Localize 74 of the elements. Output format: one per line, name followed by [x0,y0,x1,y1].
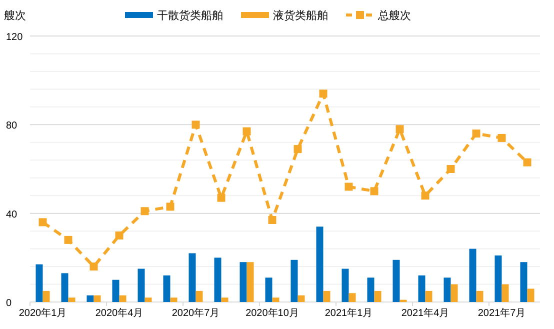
bar [418,275,426,302]
bar [527,288,534,302]
bar [196,290,203,302]
bar [163,275,170,302]
y-axis-title: 艘次 [4,10,26,22]
bar [119,295,126,302]
bar [221,298,228,302]
bar [392,260,400,302]
point [446,165,455,173]
bar [144,298,152,302]
point [38,218,47,226]
point [217,194,226,202]
bar [374,290,382,302]
point [498,134,506,142]
bar [316,226,324,302]
x-tick-label: 2020年7月 [172,307,220,319]
bar [494,255,502,302]
point [370,187,378,196]
x-tick-label: 2021年4月 [401,307,450,319]
bar [94,295,101,302]
bar [502,284,509,302]
bar [61,273,68,302]
point [268,216,276,224]
point [319,90,328,98]
point [396,125,404,134]
bar [240,262,247,302]
y-tick-label: 40 [6,209,18,220]
bar [42,290,50,302]
bar [476,290,484,302]
bar [265,278,272,302]
point [344,182,353,191]
bar [348,293,356,302]
point [115,232,124,240]
x-tick-label: 2021年7月 [478,307,526,319]
x-tick-label: 2021年1月 [324,307,373,319]
bar [86,295,94,302]
bar [367,278,374,302]
x-tick-label: 2020年1月 [18,307,67,319]
point [90,262,98,271]
bar [246,262,254,302]
y-tick-label: 0 [6,298,12,309]
bar [170,298,178,302]
bar [323,290,330,302]
bar [520,262,528,302]
point [242,127,251,136]
bar [290,260,298,302]
bar [469,248,476,302]
y-tick-label: 120 [6,32,24,43]
bar [214,258,222,302]
bar [68,298,76,302]
point [64,236,72,244]
point [166,202,174,211]
bar [138,268,145,302]
x-tick-label: 2020年10月 [246,307,299,319]
bar [272,298,280,302]
bar [444,278,451,302]
bar [425,290,432,302]
point [140,207,149,216]
point [192,120,200,129]
point [523,158,532,166]
bar [188,253,196,302]
bar [112,280,120,302]
x-tick-label: 2020年4月 [95,307,144,319]
bar [298,295,305,302]
legend-label: 干散货类船舶 [157,9,223,22]
bar [342,268,349,302]
point [472,130,480,138]
legend-label: 液货类船舶 [273,9,328,22]
y-tick-label: 80 [6,120,18,132]
legend-label: 总艘次 [377,9,411,22]
bar [36,264,43,302]
bar [450,284,458,302]
point [421,192,430,200]
point [294,145,302,154]
